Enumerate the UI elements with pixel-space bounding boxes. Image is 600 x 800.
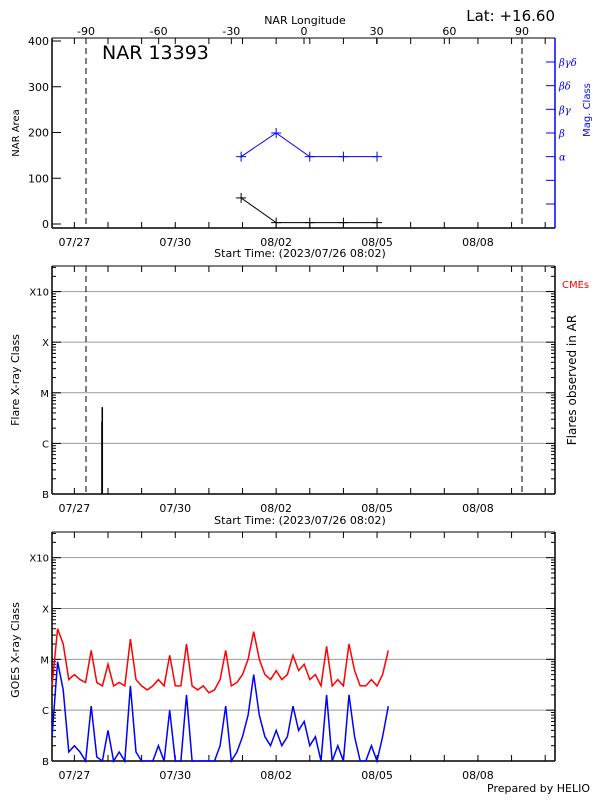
x-tick-label: 07/30 [159,769,191,782]
mag-class-tick-label: βδ [558,82,571,93]
x-tick-label: 08/02 [260,769,292,782]
mag-class-tick-label: β [558,129,565,140]
x-tick-label: 08/05 [361,502,393,515]
y-tick-label: C [42,706,49,717]
cme-label: CMEs [562,280,589,291]
goes-long-channel-line [51,628,390,694]
latitude-label: Lat: +16.60 [466,7,555,25]
flare-class-ylabel: Flare X-ray Class [9,334,22,426]
credit-label: Prepared by HELIO [487,782,590,795]
y-tick-label: 300 [28,81,49,94]
longitude-tick-label: 0 [301,25,308,38]
panel1-xlabel: Start Time: (2023/07/26 08:02) [214,247,386,260]
nar-area-ylabel: NAR Area [11,109,22,156]
mag-class-tick-label: βγ [558,105,571,116]
nar-area-line [240,197,378,224]
longitude-tick-label: -60 [150,25,168,38]
x-tick-label: 08/08 [462,236,494,249]
x-tick-label: 07/30 [159,236,191,249]
longitude-tick-label: -90 [77,25,95,38]
mag-class-tick-label: α [559,153,566,164]
y-tick-label: B [42,490,49,501]
chart-marks: 07/27 07/30 08/02 08/05 08/080100200300400-9… [28,25,577,782]
y-tick-label: 100 [28,172,49,185]
mag-class-tick-label: βγδ [558,58,577,69]
longitude-tick-label: 30 [370,25,384,38]
x-tick-label: 07/27 [59,769,91,782]
goes-class-ylabel: GOES X-ray Class [9,602,22,698]
x-tick-label: 08/08 [462,769,494,782]
x-tick-label: 07/27 [59,236,91,249]
x-tick-label: 08/05 [361,769,393,782]
mag-class-ylabel: Mag. Class [582,83,593,137]
panel2-xlabel: Start Time: (2023/07/26 08:02) [214,514,386,527]
x-tick-label: 08/05 [361,236,393,249]
y-tick-label: 200 [28,127,49,140]
x-tick-label: 08/02 [260,236,292,249]
longitude-tick-label: -30 [222,25,240,38]
x-tick-label: 07/27 [59,502,91,515]
longitude-tick-label: 60 [442,25,456,38]
y-tick-label: X10 [29,288,49,299]
y-tick-label: X [42,605,49,616]
x-tick-label: 08/08 [462,502,494,515]
y-tick-label: 400 [28,35,49,48]
flares-in-ar-ylabel: Flares observed in AR [565,315,579,445]
longitude-axis-title: NAR Longitude [264,14,346,27]
longitude-tick-label: 90 [515,25,529,38]
x-tick-label: 08/02 [260,502,292,515]
y-tick-label: M [40,655,49,666]
y-tick-label: 0 [42,218,49,231]
y-tick-label: X10 [29,554,49,565]
x-tick-label: 07/30 [159,502,191,515]
region-title: NAR 13393 [102,42,209,64]
y-tick-label: C [42,439,49,450]
mag-class-line [240,132,378,158]
goes-short-channel-line [51,661,390,764]
y-tick-label: B [42,757,49,768]
y-tick-label: M [40,389,49,400]
y-tick-label: X [42,338,49,349]
